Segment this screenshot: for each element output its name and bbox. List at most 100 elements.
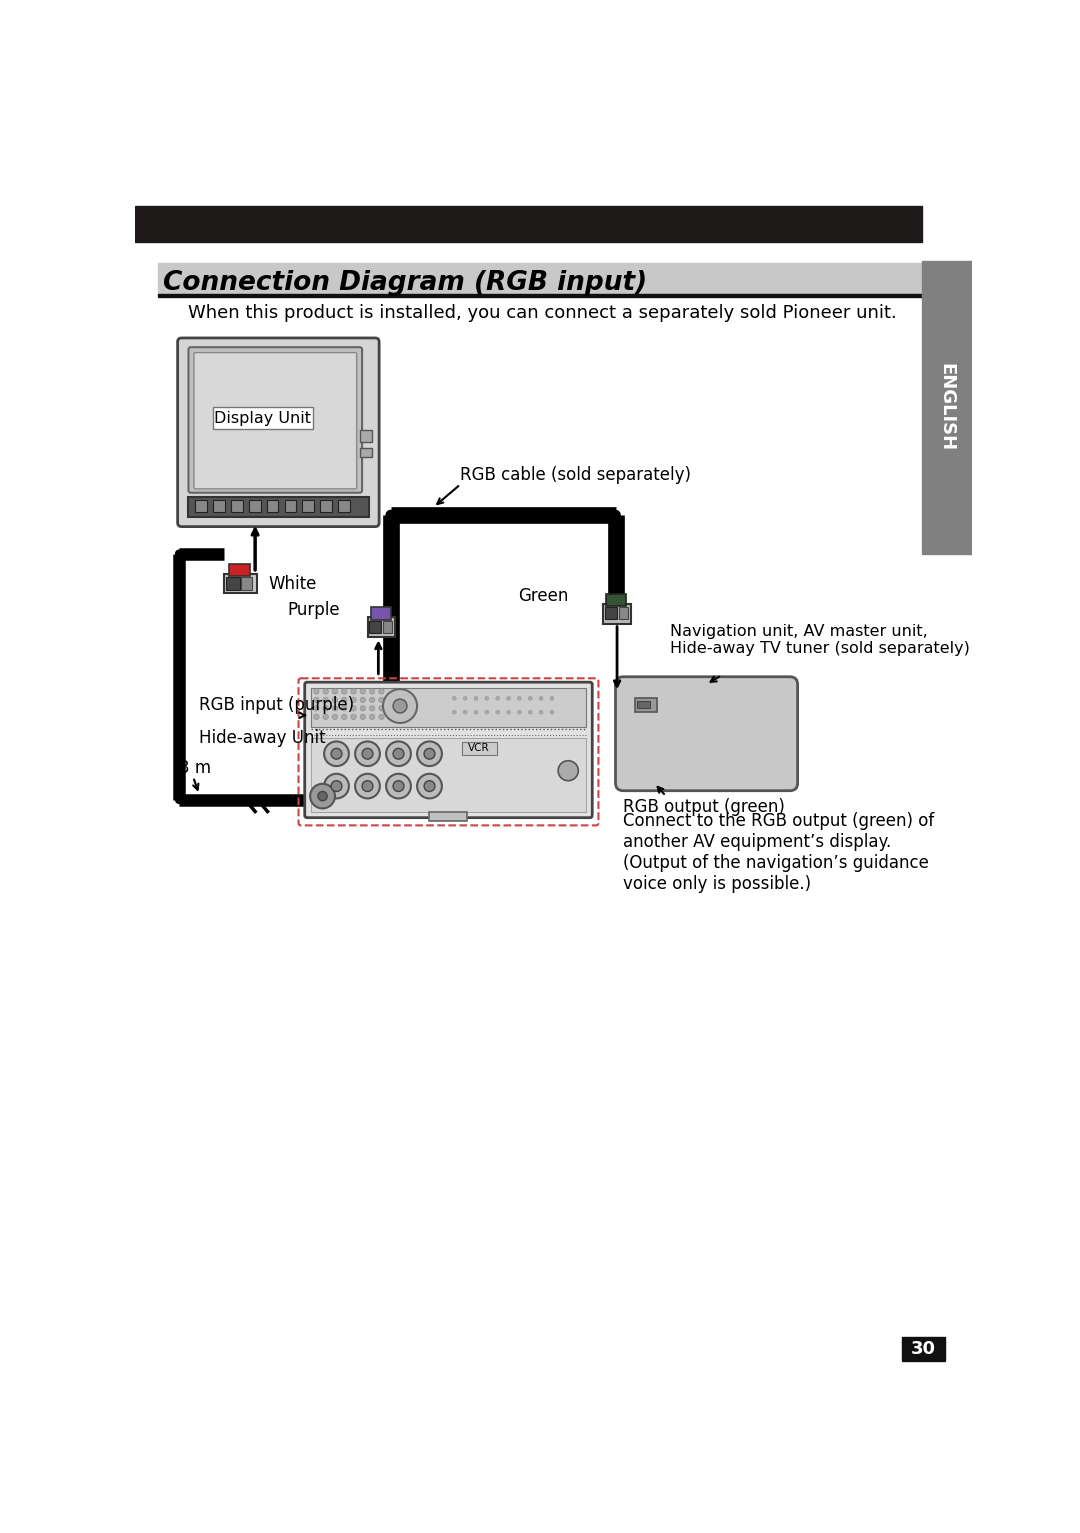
Text: Purple: Purple (287, 601, 339, 619)
Bar (195, 500, 207, 512)
Circle shape (550, 696, 554, 701)
Bar (603, 604, 631, 624)
Circle shape (424, 748, 435, 759)
Circle shape (341, 698, 347, 702)
Circle shape (558, 760, 578, 780)
Circle shape (369, 688, 375, 694)
Circle shape (324, 774, 349, 799)
Bar (159, 294, 921, 297)
Bar (231, 500, 243, 512)
Text: 3 m: 3 m (179, 759, 212, 777)
FancyBboxPatch shape (616, 676, 798, 791)
Circle shape (351, 688, 356, 694)
Circle shape (313, 714, 319, 719)
Circle shape (360, 714, 365, 719)
Bar (226, 576, 240, 590)
Text: RGB cable (sold separately): RGB cable (sold separately) (460, 466, 691, 484)
Circle shape (323, 705, 328, 711)
Text: ENGLISH: ENGLISH (937, 363, 956, 451)
Bar (360, 448, 373, 457)
Bar (284, 500, 296, 512)
Bar (213, 500, 225, 512)
Circle shape (318, 791, 327, 800)
Bar (429, 811, 468, 820)
Circle shape (453, 696, 456, 701)
Circle shape (387, 774, 410, 799)
Circle shape (362, 780, 373, 791)
Text: 30: 30 (910, 1340, 935, 1358)
Bar (311, 688, 586, 727)
Circle shape (310, 783, 335, 808)
Bar (605, 607, 617, 619)
Circle shape (333, 714, 338, 719)
Text: White: White (268, 575, 316, 593)
Circle shape (474, 710, 478, 714)
Circle shape (333, 688, 338, 694)
Bar (248, 500, 260, 512)
Circle shape (424, 780, 435, 791)
Bar (159, 262, 921, 294)
Text: VCR: VCR (469, 744, 490, 753)
Circle shape (176, 550, 183, 556)
Bar (637, 701, 649, 708)
Circle shape (463, 696, 467, 701)
Circle shape (496, 696, 500, 701)
Text: Connect to the RGB output (green) of
another AV equipment’s display.
(Output of : Connect to the RGB output (green) of ano… (623, 812, 934, 892)
Bar (225, 575, 257, 593)
Text: Connection Diagram (RGB input): Connection Diagram (RGB input) (163, 270, 647, 296)
Bar (606, 593, 626, 606)
Text: Hide-away Unit: Hide-away Unit (200, 730, 326, 748)
Circle shape (369, 714, 375, 719)
Circle shape (379, 688, 384, 694)
Circle shape (517, 710, 522, 714)
Circle shape (417, 742, 442, 766)
Circle shape (332, 780, 342, 791)
Bar (383, 621, 392, 633)
Circle shape (355, 742, 380, 766)
Bar (921, 261, 972, 553)
Circle shape (507, 710, 511, 714)
Circle shape (313, 698, 319, 702)
Text: When this product is installed, you can connect a separately sold Pioneer unit.: When this product is installed, you can … (188, 305, 896, 322)
Circle shape (323, 714, 328, 719)
Bar (338, 500, 350, 512)
Circle shape (393, 748, 404, 759)
Circle shape (517, 696, 522, 701)
Circle shape (351, 705, 356, 711)
Circle shape (611, 510, 620, 520)
Bar (370, 607, 391, 619)
Circle shape (355, 774, 380, 799)
Bar (302, 500, 314, 512)
Circle shape (379, 698, 384, 702)
Circle shape (528, 696, 532, 701)
Text: Display Unit: Display Unit (214, 411, 311, 426)
Bar (360, 431, 373, 442)
Circle shape (341, 714, 347, 719)
Bar (213, 408, 313, 429)
FancyBboxPatch shape (194, 353, 356, 489)
Circle shape (360, 705, 365, 711)
Circle shape (379, 714, 384, 719)
Text: Navigation unit, AV master unit,
Hide-away TV tuner (sold separately): Navigation unit, AV master unit, Hide-aw… (670, 624, 970, 656)
Bar (367, 618, 395, 638)
Circle shape (393, 780, 404, 791)
Circle shape (474, 696, 478, 701)
Text: Green: Green (517, 587, 568, 606)
Text: RGB input (purple): RGB input (purple) (200, 696, 354, 714)
Bar (241, 576, 252, 590)
Circle shape (176, 797, 183, 803)
Bar (902, 1337, 945, 1361)
FancyBboxPatch shape (177, 337, 379, 527)
Circle shape (369, 705, 375, 711)
Circle shape (463, 710, 467, 714)
Bar (188, 497, 369, 517)
Circle shape (360, 698, 365, 702)
Circle shape (333, 705, 338, 711)
Circle shape (528, 710, 532, 714)
Circle shape (341, 705, 347, 711)
Circle shape (323, 688, 328, 694)
Circle shape (417, 774, 442, 799)
Circle shape (550, 710, 554, 714)
Circle shape (383, 688, 417, 724)
Circle shape (485, 710, 489, 714)
